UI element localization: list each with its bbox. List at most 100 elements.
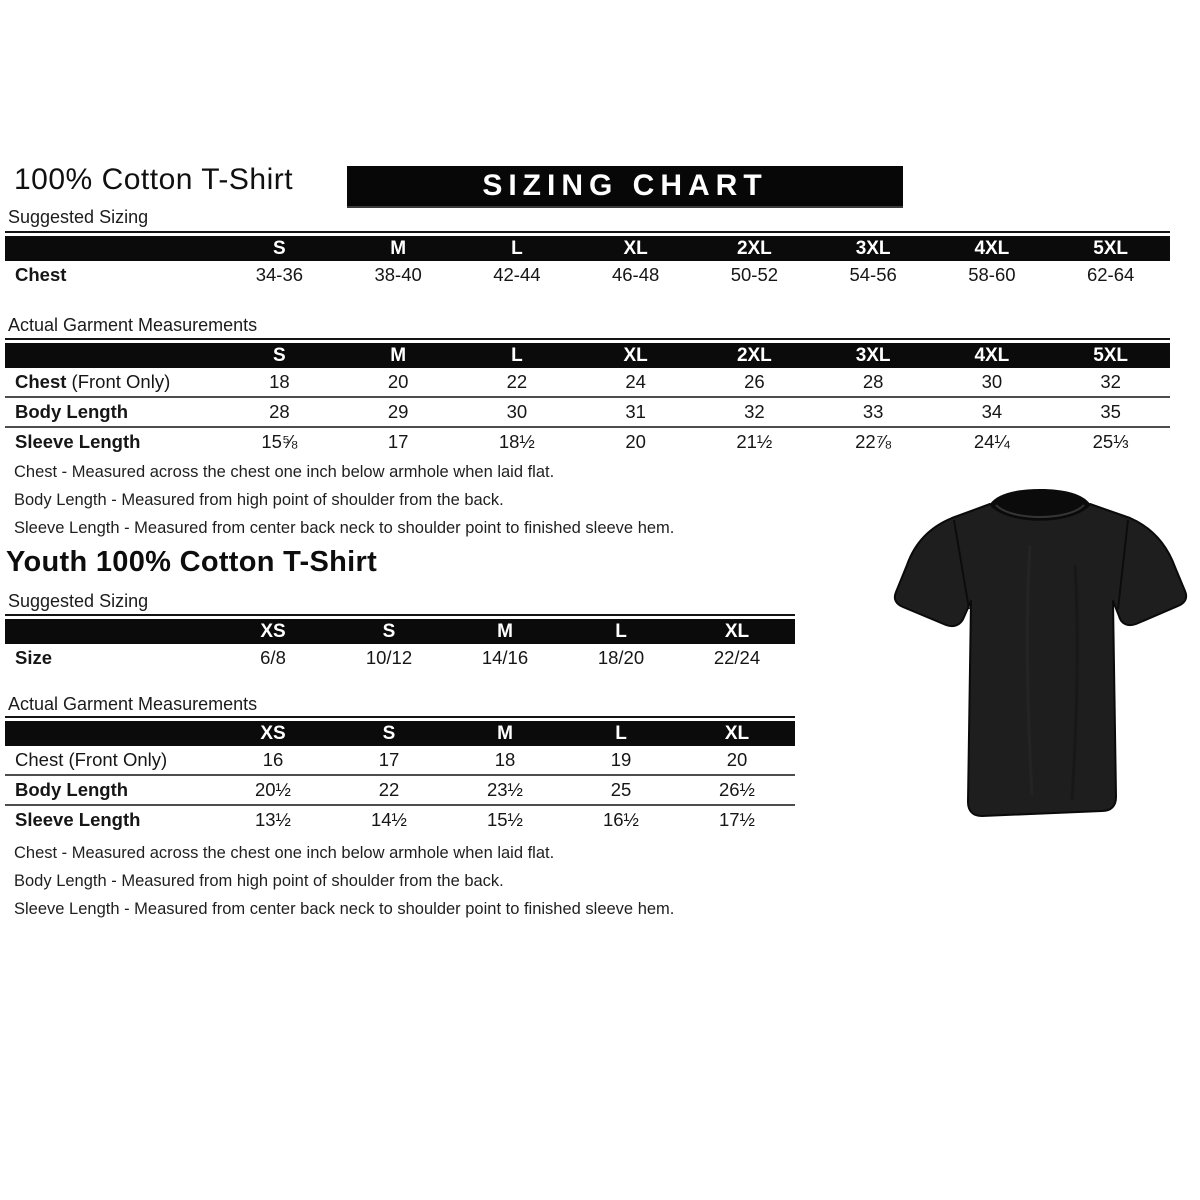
size-header-row: XS S M L XL — [5, 718, 795, 746]
table-row: Sleeve Length 13½ 14½ 15½ 16½ 17½ — [5, 804, 795, 834]
measurement-cell: 62-64 — [1086, 264, 1135, 285]
measurement-cell: 28 — [220, 396, 339, 426]
sizing-chart-banner-text: SIZING CHART — [482, 169, 768, 202]
adult-suggested-sizing-label: Suggested Sizing — [8, 207, 149, 227]
size-column-header: XL — [679, 616, 795, 644]
adult-suggested-sizing-table: S M L XL 2XL 3XL 4XL 5XL Chest 34-36 38-40 42-44 46-… — [5, 231, 1170, 289]
note-line: Sleeve Length - Measured from center bac… — [14, 519, 675, 537]
measurement-cell: 33 — [813, 396, 933, 426]
note-line: Chest - Measured across the chest one in… — [14, 844, 555, 862]
measurement-cell: 32 — [1100, 371, 1121, 392]
measurement-cell: 22⅞ — [813, 426, 933, 456]
measurement-cell: 34 — [932, 396, 1052, 426]
measurement-cell: 24¼ — [932, 426, 1052, 456]
row-label: Sleeve Length — [5, 426, 220, 456]
size-column-header: 4XL — [932, 233, 1052, 261]
youth-suggested-sizing-table: XS S M L XL Size 6/8 10/12 14/16 18/20 22/24 — [5, 614, 795, 672]
note-line: Sleeve Length - Measured from center bac… — [14, 900, 675, 918]
measurement-cell: 24 — [625, 371, 646, 392]
size-header-row: S M L XL 2XL 3XL 4XL 5XL — [5, 340, 1170, 368]
size-column-header: L — [563, 718, 679, 746]
measurement-cell: 42-44 — [493, 264, 541, 285]
measurement-cell: 31 — [576, 396, 695, 426]
adult-measurement-notes: Chest - Measured across the chest one in… — [14, 458, 674, 542]
measurement-cell: 22 — [331, 774, 447, 804]
measurement-cell: 26½ — [679, 774, 795, 804]
size-column-header: M — [447, 616, 563, 644]
table-row: Size 6/8 10/12 14/16 18/20 22/24 — [5, 644, 795, 672]
measurement-cell: 16 — [262, 749, 284, 770]
measurement-cell: 17 — [378, 749, 400, 770]
row-label-header — [5, 340, 220, 368]
measurement-cell: 28 — [862, 371, 884, 392]
measurement-cell: 20 — [726, 749, 748, 770]
measurement-cell: 19 — [610, 749, 632, 770]
note-line: Body Length - Measured from high point o… — [14, 872, 504, 890]
size-column-header: M — [338, 340, 458, 368]
measurement-cell: 20 — [387, 371, 409, 392]
size-column-header: M — [338, 233, 458, 261]
adult-actual-measurements-label: Actual Garment Measurements — [8, 315, 258, 335]
table-row: Body Length 28 29 30 31 32 33 34 35 — [5, 396, 1170, 426]
measurement-cell: 38-40 — [374, 264, 422, 285]
row-label-header — [5, 718, 215, 746]
row-label: Body Length — [5, 774, 215, 804]
measurement-cell: 14/16 — [481, 647, 529, 668]
measurement-cell: 21½ — [695, 426, 814, 456]
adult-actual-measurements-table: S M L XL 2XL 3XL 4XL 5XL Chest (Front Only) 18 20 2… — [5, 338, 1170, 456]
row-label-header — [5, 233, 220, 261]
size-column-header: 4XL — [932, 340, 1052, 368]
measurement-cell: 29 — [338, 396, 458, 426]
measurement-cell: 17 — [338, 426, 458, 456]
measurement-cell: 50-52 — [730, 264, 779, 285]
size-column-header: 5XL — [1051, 233, 1170, 261]
measurement-cell: 6/8 — [260, 647, 286, 668]
measurement-cell: 23½ — [447, 774, 563, 804]
size-column-header: S — [220, 233, 339, 261]
measurement-cell: 16½ — [563, 804, 679, 834]
note-line: Chest - Measured across the chest one in… — [14, 463, 555, 481]
size-column-header: XS — [215, 718, 331, 746]
measurement-cell: 22 — [506, 371, 528, 392]
table-row: Chest 34-36 38-40 42-44 46-48 50-52 54-56 58-60… — [5, 261, 1170, 289]
size-column-header: 5XL — [1051, 340, 1170, 368]
youth-actual-measurements-label: Actual Garment Measurements — [8, 694, 258, 714]
row-label: Chest (Front Only) — [15, 749, 168, 770]
measurement-cell: 35 — [1051, 396, 1170, 426]
measurement-cell: 15½ — [447, 804, 563, 834]
size-column-header: 2XL — [695, 340, 814, 368]
size-column-header: S — [331, 718, 447, 746]
measurement-cell: 18 — [494, 749, 516, 770]
measurement-cell: 13½ — [215, 804, 331, 834]
measurement-cell: 25 — [563, 774, 679, 804]
measurement-cell: 15⅝ — [220, 426, 339, 456]
youth-measurement-notes: Chest - Measured across the chest one in… — [14, 839, 674, 923]
measurement-cell: 30 — [981, 371, 1003, 392]
size-column-header: L — [457, 233, 577, 261]
size-column-header: XS — [215, 616, 331, 644]
row-label: Size — [15, 647, 53, 668]
size-column-header: M — [447, 718, 563, 746]
measurement-cell: 18/20 — [597, 647, 645, 668]
youth-actual-measurements-table: XS S M L XL Chest (Front Only) 16 17 18 19 20 Body … — [5, 716, 795, 834]
size-column-header: XL — [576, 233, 695, 261]
measurement-cell: 17½ — [679, 804, 795, 834]
measurement-cell: 32 — [695, 396, 814, 426]
table-row: Body Length 20½ 22 23½ 25 26½ — [5, 774, 795, 804]
measurement-cell: 25⅓ — [1051, 426, 1170, 456]
youth-section-title: Youth 100% Cotton T-Shirt — [6, 546, 378, 578]
youth-suggested-sizing-label: Suggested Sizing — [8, 591, 149, 611]
measurement-cell: 18 — [269, 371, 290, 392]
size-column-header: L — [457, 340, 577, 368]
measurement-cell: 54-56 — [849, 264, 897, 285]
size-column-header: S — [220, 340, 339, 368]
row-label: Body Length — [5, 396, 220, 426]
measurement-cell: 18½ — [457, 426, 577, 456]
row-label: Chest (Front Only) — [15, 371, 171, 392]
size-header-row: S M L XL 2XL 3XL 4XL 5XL — [5, 233, 1170, 261]
measurement-cell: 20 — [576, 426, 695, 456]
row-label: Chest — [15, 264, 67, 285]
size-column-header: S — [331, 616, 447, 644]
size-column-header: 3XL — [813, 340, 933, 368]
